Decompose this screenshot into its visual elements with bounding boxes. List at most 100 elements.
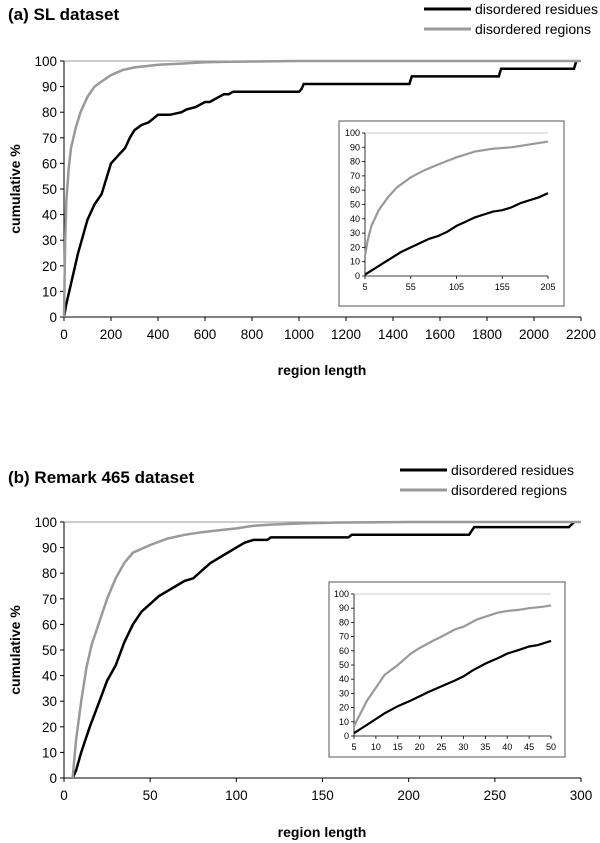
legend-label-regions: disordered regions [451,482,567,498]
inset-y-tick-label: 100 [345,128,360,138]
inset-y-tick-label: 70 [350,171,360,181]
y-tick-label: 20 [42,720,57,735]
inset-x-tick-label: 55 [406,282,416,292]
legend-label-residues: disordered residues [451,462,574,478]
y-tick-label: 50 [42,182,57,197]
inset-y-tick-label: 20 [350,242,360,252]
y-axis-label: cumulative % [7,605,23,695]
chart-title: (a) SL dataset [8,5,120,24]
y-tick-label: 0 [49,771,57,786]
inset-x-ticks: 5 55 105 155 205 [362,276,556,292]
inset-series-line-disordered-residues [364,192,549,276]
series-line-disordered-regions [62,59,581,318]
y-tick-label: 80 [42,105,57,120]
y-tick-label: 40 [42,669,57,684]
y-tick-label: 90 [42,541,57,556]
legend-label-regions: disordered regions [475,21,591,37]
y-tick-label: 30 [42,694,57,709]
x-axis-ticks: 0 50 100 150 200 250 300 [60,778,592,803]
x-tick-label: 800 [241,327,264,342]
inset-frame [338,120,565,307]
x-tick-label: 1000 [284,327,314,342]
inset-x-tick-label: 205 [540,282,555,292]
y-tick-label: 30 [42,233,57,248]
y-tick-label: 80 [42,566,57,581]
inset-x-tick-label: 20 [415,742,425,752]
panel-a: (a) SL dataset disordered residues disor… [7,1,598,378]
inset-y-ticks: 0 10 20 30 40 50 60 70 80 90 100 [334,589,551,741]
inset-y-tick-label: 10 [339,717,349,727]
inset-x-tick-label: 5 [351,742,356,752]
inset-y-tick-label: 10 [350,257,360,267]
x-tick-label: 1600 [425,327,455,342]
legend-label-residues: disordered residues [475,1,598,17]
inset-x-tick-label: 50 [546,742,556,752]
inset-y-tick-label: 60 [339,646,349,656]
inset-y-tick-label: 50 [350,200,360,210]
x-tick-label: 2200 [566,327,596,342]
x-axis-ticks: 0 200 400 600 800 1000 1200 1400 1600 1800 2000 220… [60,317,596,342]
y-tick-label: 10 [42,284,57,299]
inset-x-tick-label: 5 [362,282,367,292]
inset-x-tick-label: 25 [437,742,447,752]
inset-y-tick-label: 30 [350,228,360,238]
inset-series-line-disordered-regions [353,604,552,727]
legend: disordered residues disordered regions [400,462,574,498]
y-axis-label: cumulative % [7,144,23,234]
x-tick-label: 250 [484,788,507,803]
inset-y-tick-label: 50 [339,660,349,670]
x-tick-label: 2000 [519,327,549,342]
x-tick-label: 1400 [378,327,408,342]
y-tick-label: 70 [42,592,57,607]
inset-y-tick-label: 40 [339,674,349,684]
y-tick-label: 60 [42,156,57,171]
inset-y-tick-label: 30 [339,688,349,698]
inset-y-tick-label: 0 [355,271,360,281]
x-tick-label: 0 [60,788,68,803]
x-tick-label: 1800 [472,327,502,342]
series-line-disordered-regions [71,520,581,779]
series-line-disordered-residues [62,60,578,318]
x-tick-label: 600 [194,327,217,342]
inset-x-tick-label: 30 [458,742,468,752]
inset-x-tick-label: 35 [480,742,490,752]
x-tick-label: 100 [225,788,248,803]
inset-x-ticks: 5 10 15 20 25 30 35 40 45 50 [351,736,556,752]
y-tick-label: 100 [34,54,57,69]
x-tick-label: 0 [60,327,68,342]
inset-x-tick-label: 15 [393,742,403,752]
inset-y-tick-label: 70 [339,632,349,642]
inset-x-tick-label: 155 [495,282,510,292]
inset-chart: 0 10 20 30 40 50 60 70 80 90 100 5 10 15 20 25 30 35 40 45… [328,581,566,758]
y-tick-label: 60 [42,617,57,632]
inset-y-ticks: 0 10 20 30 40 50 60 70 80 90 100 [345,128,548,281]
series-line-disordered-residues [71,521,575,779]
y-tick-label: 10 [42,745,57,760]
y-tick-label: 40 [42,208,57,223]
y-tick-label: 20 [42,259,57,274]
x-tick-label: 150 [311,788,334,803]
legend: disordered residues disordered regions [424,1,598,37]
x-tick-label: 50 [143,788,158,803]
inset-x-tick-label: 45 [524,742,534,752]
y-tick-label: 0 [49,310,57,325]
inset-x-tick-label: 10 [371,742,381,752]
inset-y-tick-label: 60 [350,185,360,195]
x-axis-label: region length [278,824,367,840]
inset-y-tick-label: 40 [350,214,360,224]
panel-b: (b) Remark 465 dataset disordered residu… [7,462,592,840]
x-tick-label: 400 [147,327,170,342]
x-tick-label: 300 [570,788,593,803]
inset-y-tick-label: 80 [339,617,349,627]
x-axis-label: region length [278,362,367,378]
x-tick-label: 1200 [331,327,361,342]
chart-title: (b) Remark 465 dataset [8,468,194,487]
inset-x-tick-label: 40 [502,742,512,752]
inset-series-line-disordered-residues [353,639,552,735]
inset-y-tick-label: 20 [339,703,349,713]
inset-series-line-disordered-regions [363,140,549,257]
inset-y-tick-label: 90 [350,142,360,152]
y-tick-label: 70 [42,131,57,146]
